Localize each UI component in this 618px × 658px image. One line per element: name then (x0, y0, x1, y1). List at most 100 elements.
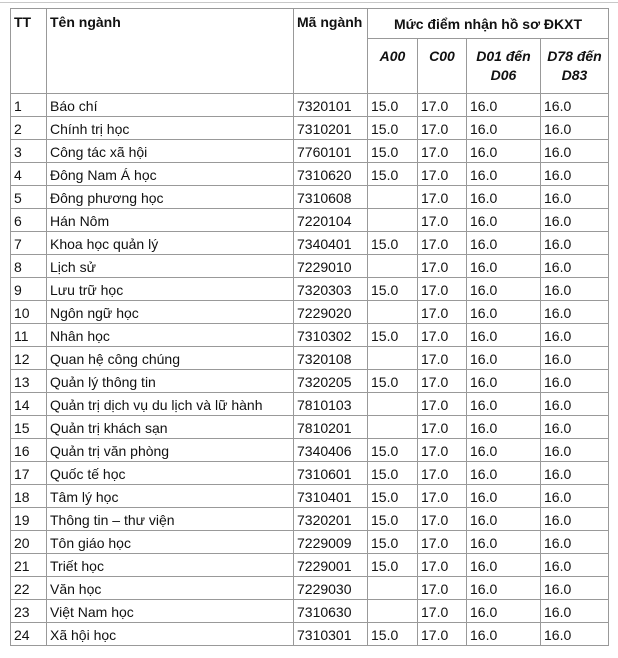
cell-c00: 17.0 (417, 300, 467, 324)
table-row: 2 Chính trị học 7310201 15.0 17.0 16.0 16.0 (10, 116, 609, 140)
cell-c00: 17.0 (417, 438, 467, 462)
cell-tt: 15 (10, 415, 47, 439)
cell-ten-nganh: Ngôn ngữ học (46, 300, 294, 324)
table-row: 14 Quản trị dịch vụ du lịch và lữ hành 781… (10, 392, 609, 416)
cell-ten-nganh: Việt Nam học (46, 599, 294, 623)
cell-tt: 22 (10, 576, 47, 600)
cell-a00: 15.0 (367, 438, 418, 462)
cell-tt: 19 (10, 507, 47, 531)
cell-a00 (367, 254, 418, 278)
table-row: 9 Lưu trữ học 7320303 15.0 17.0 16.0 16.0 (10, 277, 609, 301)
cell-d78: 16.0 (540, 507, 609, 531)
cell-tt: 9 (10, 277, 47, 301)
cell-d01: 16.0 (466, 392, 541, 416)
cell-ma-nganh: 7220104 (293, 208, 368, 232)
cell-d78: 16.0 (540, 392, 609, 416)
cell-d78: 16.0 (540, 461, 609, 485)
cell-a00: 15.0 (367, 162, 418, 186)
table-row: 6 Hán Nôm 7220104 17.0 16.0 16.0 (10, 208, 609, 232)
cell-d78: 16.0 (540, 139, 609, 163)
cell-d78: 16.0 (540, 622, 609, 646)
cell-ma-nganh: 7229010 (293, 254, 368, 278)
cell-ma-nganh: 7310302 (293, 323, 368, 347)
table-row: 10 Ngôn ngữ học 7229020 17.0 16.0 16.0 (10, 300, 609, 324)
cell-d01: 16.0 (466, 208, 541, 232)
cell-c00: 17.0 (417, 576, 467, 600)
cell-d01: 16.0 (466, 116, 541, 140)
header-c00: C00 (417, 38, 467, 94)
cell-d01: 16.0 (466, 599, 541, 623)
header-score-group: Mức điểm nhận hồ sơ ĐKXT (367, 8, 609, 39)
cell-d78: 16.0 (540, 484, 609, 508)
table-row: 18 Tâm lý học 7310401 15.0 17.0 16.0 16.0 (10, 484, 609, 508)
cell-a00: 15.0 (367, 369, 418, 393)
cell-d78: 16.0 (540, 185, 609, 209)
cell-d78: 16.0 (540, 116, 609, 140)
cell-a00: 15.0 (367, 622, 418, 646)
table-row: 5 Đông phương học 7310608 17.0 16.0 16.0 (10, 185, 609, 209)
cell-ten-nganh: Tâm lý học (46, 484, 294, 508)
cell-a00 (367, 185, 418, 209)
cell-ten-nganh: Đông Nam Á học (46, 162, 294, 186)
table-row: 22 Văn học 7229030 17.0 16.0 16.0 (10, 576, 609, 600)
cell-tt: 18 (10, 484, 47, 508)
table-row: 8 Lịch sử 7229010 17.0 16.0 16.0 (10, 254, 609, 278)
cell-c00: 17.0 (417, 139, 467, 163)
cell-d78: 16.0 (540, 576, 609, 600)
cell-ten-nganh: Quản trị khách sạn (46, 415, 294, 439)
cell-ten-nganh: Xã hội học (46, 622, 294, 646)
cell-ten-nganh: Hán Nôm (46, 208, 294, 232)
admission-score-table: TT Tên ngành Mã ngành Mức điểm nhận hồ s… (10, 8, 609, 646)
cell-d78: 16.0 (540, 300, 609, 324)
cell-ma-nganh: 7310601 (293, 461, 368, 485)
cell-d01: 16.0 (466, 254, 541, 278)
cell-a00 (367, 392, 418, 416)
cell-d01: 16.0 (466, 553, 541, 577)
cell-ma-nganh: 7320205 (293, 369, 368, 393)
cell-ma-nganh: 7340406 (293, 438, 368, 462)
cell-ten-nganh: Quốc tế học (46, 461, 294, 485)
table-row: 21 Triết học 7229001 15.0 17.0 16.0 16.0 (10, 553, 609, 577)
cell-a00 (367, 599, 418, 623)
cell-tt: 8 (10, 254, 47, 278)
cell-ten-nganh: Khoa học quản lý (46, 231, 294, 255)
cell-d01: 16.0 (466, 507, 541, 531)
cell-d01: 16.0 (466, 461, 541, 485)
cell-d01: 16.0 (466, 323, 541, 347)
cell-a00 (367, 346, 418, 370)
header-a00: A00 (367, 38, 418, 94)
cell-d01: 16.0 (466, 438, 541, 462)
table-row: 20 Tôn giáo học 7229009 15.0 17.0 16.0 16.0 (10, 530, 609, 554)
cell-d78: 16.0 (540, 93, 609, 117)
cell-ma-nganh: 7310608 (293, 185, 368, 209)
cell-c00: 17.0 (417, 553, 467, 577)
cell-d78: 16.0 (540, 162, 609, 186)
cell-a00: 15.0 (367, 139, 418, 163)
table-row: 12 Quan hệ công chúng 7320108 17.0 16.0 16.0 (10, 346, 609, 370)
cell-ma-nganh: 7320108 (293, 346, 368, 370)
cell-ma-nganh: 7340401 (293, 231, 368, 255)
table-row: 3 Công tác xã hội 7760101 15.0 17.0 16.0 16.0 (10, 139, 609, 163)
cell-d01: 16.0 (466, 162, 541, 186)
cell-a00: 15.0 (367, 277, 418, 301)
cell-d01: 16.0 (466, 622, 541, 646)
header-d01: D01 đến D06 (466, 38, 541, 94)
cell-a00: 15.0 (367, 530, 418, 554)
table-row: 16 Quản trị văn phòng 7340406 15.0 17.0 16.0 1… (10, 438, 609, 462)
header-ma-nganh: Mã ngành (293, 8, 368, 94)
table-row: 7 Khoa học quản lý 7340401 15.0 17.0 16.0 16.0 (10, 231, 609, 255)
cell-tt: 12 (10, 346, 47, 370)
cell-tt: 3 (10, 139, 47, 163)
cell-ma-nganh: 7229001 (293, 553, 368, 577)
cell-a00: 15.0 (367, 231, 418, 255)
cell-a00: 15.0 (367, 323, 418, 347)
header-d78: D78 đến D83 (540, 38, 609, 94)
cell-a00: 15.0 (367, 461, 418, 485)
cell-tt: 14 (10, 392, 47, 416)
cell-d78: 16.0 (540, 438, 609, 462)
cell-a00 (367, 300, 418, 324)
cell-c00: 17.0 (417, 484, 467, 508)
cell-ma-nganh: 7229009 (293, 530, 368, 554)
cell-d78: 16.0 (540, 599, 609, 623)
cell-d78: 16.0 (540, 415, 609, 439)
